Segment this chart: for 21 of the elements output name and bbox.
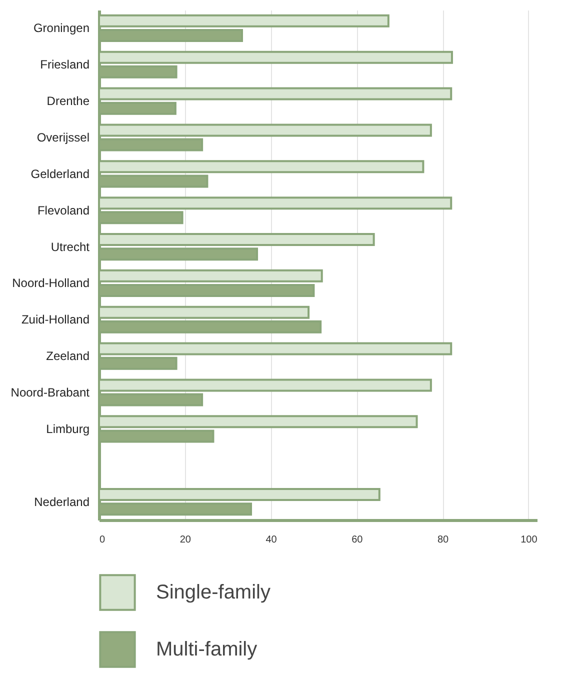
y-tick-label: Limburg bbox=[46, 422, 90, 436]
legend-label: Single-family bbox=[156, 582, 270, 604]
y-tick-label: Noord-Brabant bbox=[10, 386, 90, 400]
y-tick-label: Nederland bbox=[34, 494, 90, 509]
y-tick-label: Gelderland bbox=[30, 166, 90, 181]
x-tick-label: 40 bbox=[266, 534, 278, 546]
y-tick-label: Flevoland bbox=[37, 203, 90, 218]
y-tick-label: Groningen bbox=[33, 21, 90, 36]
y-tick-label: Utrecht bbox=[50, 240, 90, 254]
y-tick-label: Drenthe bbox=[46, 94, 90, 108]
legend-label: Multi-family bbox=[156, 638, 258, 660]
y-tick-label: Zuid-Holland bbox=[21, 312, 90, 327]
x-tick-label: 0 bbox=[100, 534, 106, 546]
x-tick-label: 60 bbox=[352, 534, 364, 546]
x-tick-label: 80 bbox=[437, 534, 450, 546]
x-tick-label: 20 bbox=[180, 534, 192, 546]
y-tick-label: Noord-Holland bbox=[12, 276, 90, 290]
y-tick-label: Overijssel bbox=[36, 130, 90, 144]
y-tick-label: Friesland bbox=[40, 58, 90, 72]
y-tick-label: Zeeland bbox=[46, 349, 90, 364]
x-tick-label: 100 bbox=[520, 534, 538, 546]
